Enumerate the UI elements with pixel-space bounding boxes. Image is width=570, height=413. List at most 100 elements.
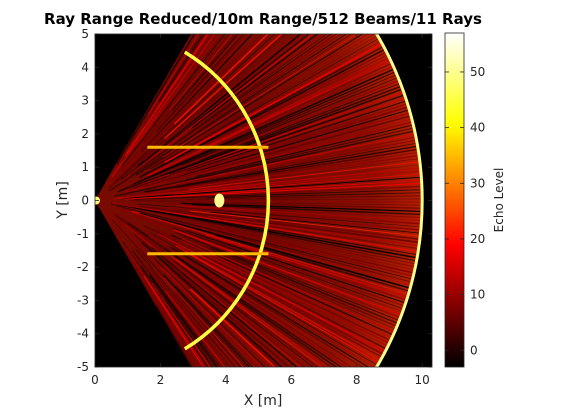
chart-title: Ray Range Reduced/10m Range/512 Beams/11…	[44, 10, 482, 28]
beam-streak	[147, 265, 231, 367]
beam-streak	[146, 34, 211, 126]
beam-streak	[173, 229, 402, 316]
beam-streak	[121, 34, 248, 172]
y-tick-label: -3	[77, 293, 89, 307]
beam-streak	[155, 34, 202, 105]
x-tick-label: 10	[415, 373, 430, 387]
beam-streak	[165, 298, 216, 367]
beam-streak	[147, 251, 269, 367]
beam-streak	[135, 34, 364, 176]
beam-streak	[122, 34, 369, 185]
beam-streak	[118, 204, 417, 265]
beam-streak	[122, 246, 196, 367]
beam-streak	[158, 34, 204, 103]
beam-streak	[157, 250, 306, 367]
beam-streak	[151, 246, 298, 367]
beam-streak	[195, 124, 414, 178]
beam-streak	[128, 65, 394, 186]
beam-streak	[124, 91, 404, 191]
beam-streak	[210, 246, 399, 325]
beam-streak	[191, 34, 319, 129]
beam-streak	[104, 34, 193, 184]
beam-streak	[130, 94, 405, 190]
beam-streak	[115, 214, 332, 367]
beam-streak	[174, 34, 242, 111]
beam-streak	[181, 76, 399, 166]
beam-streak	[121, 34, 213, 163]
beam-streak	[156, 133, 416, 189]
beam-streak	[135, 68, 395, 184]
y-tick-label: 4	[81, 60, 89, 74]
colorbar-tick-label: 20	[470, 232, 485, 246]
beam-streak	[123, 112, 411, 194]
beam-streak	[148, 34, 200, 115]
beam-streak	[164, 34, 228, 113]
beam-streak	[133, 71, 396, 185]
y-tick-label: -2	[77, 260, 89, 274]
beam-streak	[209, 213, 420, 241]
beam-streak	[148, 235, 348, 367]
beam-streak	[184, 251, 380, 364]
beam-streak	[163, 265, 273, 367]
beam-streak	[124, 34, 209, 156]
plot-area	[94, 33, 433, 368]
beam-streak	[133, 152, 419, 196]
beam-streak	[197, 217, 418, 256]
beam-streak	[170, 255, 324, 367]
beam-streak	[171, 247, 370, 367]
beam-streak	[124, 245, 207, 367]
beam-streak	[139, 212, 411, 289]
beam-streak	[113, 34, 231, 177]
x-tick-label: 4	[222, 373, 230, 387]
feature-arc	[183, 50, 271, 351]
beam-streak	[206, 248, 396, 330]
beam-streak	[167, 139, 417, 188]
beam-streak	[188, 164, 421, 191]
colorbar-label: Echo Level	[492, 168, 506, 233]
beam-streak	[145, 282, 200, 367]
beam-streak	[163, 34, 283, 140]
beam-streak	[187, 278, 294, 367]
beam-streak	[139, 205, 420, 244]
beam-streak	[170, 97, 406, 177]
y-tick-label: 2	[81, 127, 89, 141]
beam-streak	[134, 189, 423, 200]
beam-streak	[143, 275, 204, 367]
beam-streak	[181, 79, 400, 167]
x-tick-label: 0	[91, 373, 99, 387]
beam-streak	[165, 248, 338, 367]
beam-streak	[149, 274, 219, 367]
beam-streak	[191, 203, 422, 216]
beam-streak	[144, 225, 387, 350]
beam-streak	[168, 88, 403, 175]
beam-streak	[189, 210, 421, 237]
beam-streak	[143, 142, 418, 193]
beam-streak	[163, 277, 245, 367]
beam-streak	[133, 207, 417, 262]
beam-streak	[143, 34, 236, 144]
beam-streak	[173, 227, 404, 310]
beam-streak	[121, 34, 314, 181]
beam-streak	[144, 34, 207, 127]
beam-streak	[114, 214, 319, 367]
beam-streak	[185, 229, 406, 304]
y-tick-label: 3	[81, 94, 89, 108]
beam-streak	[185, 51, 387, 155]
beam-streak	[121, 209, 403, 313]
beam-streak	[167, 245, 364, 367]
beam-streak	[117, 85, 402, 193]
colorbar-gradient	[444, 32, 465, 368]
beam-streak	[173, 173, 422, 195]
colorbar-tick-label: 0	[470, 343, 478, 357]
beam-streak	[168, 267, 280, 367]
beam-streak	[146, 34, 198, 116]
beam-streak	[141, 241, 283, 367]
beam-streak	[111, 218, 247, 367]
beam-streak	[137, 203, 422, 228]
beam-streak	[156, 34, 294, 149]
beam-streak	[122, 34, 323, 181]
beam-streak	[164, 43, 383, 164]
beam-streak	[154, 34, 263, 142]
beam-streak	[121, 34, 310, 181]
beam-streak	[169, 34, 233, 111]
